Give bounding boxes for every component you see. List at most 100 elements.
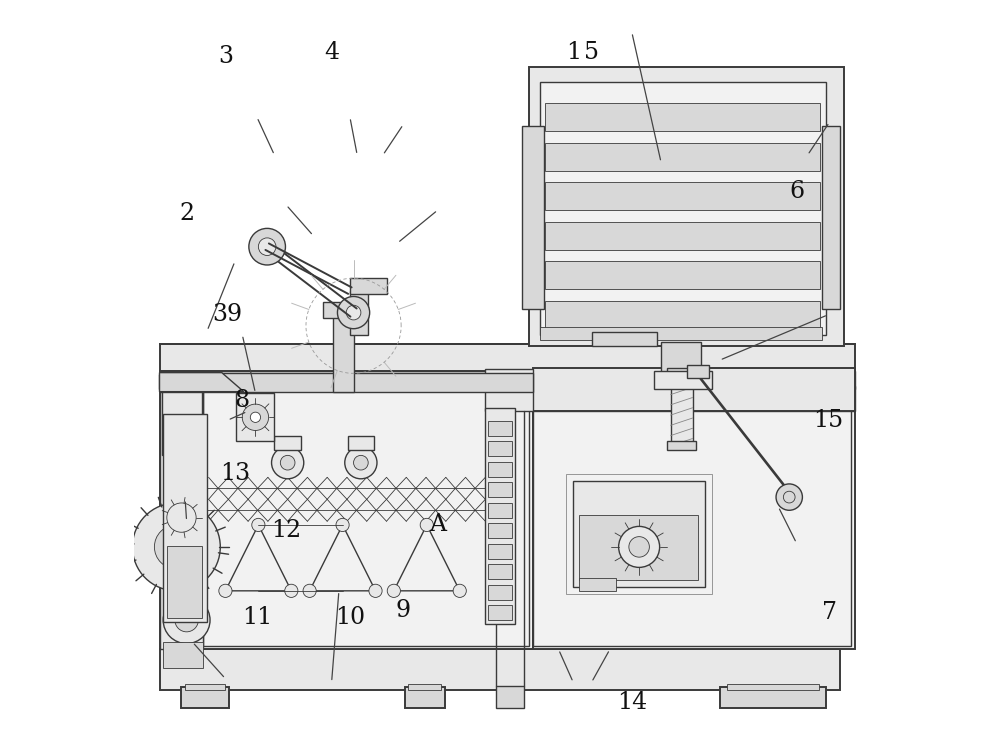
Bar	[160, 344, 855, 375]
Circle shape	[249, 229, 285, 265]
Circle shape	[132, 503, 220, 591]
Circle shape	[280, 456, 295, 470]
Circle shape	[346, 305, 361, 320]
Circle shape	[175, 609, 198, 632]
Bar	[579, 578, 616, 591]
Circle shape	[219, 584, 232, 598]
Text: 11: 11	[242, 606, 272, 629]
Bar	[160, 371, 203, 650]
Bar	[522, 126, 544, 309]
Bar	[163, 414, 207, 623]
Bar	[408, 684, 441, 689]
Bar	[540, 82, 826, 334]
Bar	[545, 103, 820, 131]
Bar	[529, 68, 844, 345]
Bar	[488, 606, 512, 620]
Bar	[661, 342, 701, 375]
Polygon shape	[160, 373, 244, 392]
Bar	[822, 126, 840, 309]
Circle shape	[337, 296, 370, 329]
Bar	[671, 371, 693, 448]
Bar	[579, 515, 698, 580]
Bar	[566, 473, 712, 595]
Bar	[488, 462, 512, 476]
Bar	[540, 327, 822, 340]
Polygon shape	[160, 375, 236, 390]
Bar	[348, 437, 374, 450]
Text: 14: 14	[617, 692, 647, 714]
Bar	[162, 390, 202, 456]
Text: 3: 3	[218, 45, 233, 68]
Bar	[488, 421, 512, 436]
Bar	[545, 182, 820, 210]
Bar	[350, 278, 387, 294]
Bar	[160, 373, 533, 392]
Circle shape	[453, 584, 466, 598]
Bar	[203, 375, 529, 646]
Bar	[488, 482, 512, 497]
Bar	[545, 262, 820, 289]
Bar	[533, 371, 855, 390]
Bar	[667, 441, 696, 450]
Bar	[545, 143, 820, 171]
Text: A: A	[429, 514, 446, 537]
Bar	[488, 585, 512, 600]
Bar	[163, 371, 529, 390]
Circle shape	[783, 491, 795, 503]
Bar	[488, 503, 512, 517]
Text: 1: 1	[566, 41, 581, 64]
Bar	[545, 301, 820, 329]
Text: 6: 6	[789, 180, 804, 204]
Circle shape	[387, 584, 400, 598]
Text: 15: 15	[813, 409, 843, 431]
Circle shape	[336, 518, 349, 531]
Circle shape	[354, 456, 368, 470]
Text: 4: 4	[324, 41, 339, 64]
Bar	[654, 371, 712, 390]
Text: 9: 9	[396, 599, 411, 622]
Circle shape	[242, 404, 269, 431]
Bar	[533, 375, 851, 646]
Text: 13: 13	[220, 462, 250, 485]
Bar	[350, 290, 368, 334]
Bar	[592, 332, 657, 345]
Circle shape	[154, 525, 198, 569]
Bar	[488, 544, 512, 559]
Circle shape	[369, 584, 382, 598]
Circle shape	[776, 484, 802, 510]
Bar	[488, 442, 512, 456]
Bar	[667, 368, 696, 376]
Bar	[533, 368, 855, 412]
Circle shape	[272, 447, 304, 478]
Text: 7: 7	[822, 601, 837, 624]
Bar	[323, 301, 365, 318]
Bar	[405, 687, 445, 708]
Circle shape	[167, 503, 196, 532]
Text: 39: 39	[213, 304, 243, 326]
Circle shape	[252, 518, 265, 531]
Circle shape	[619, 526, 660, 567]
Bar	[185, 684, 225, 689]
Circle shape	[420, 518, 433, 531]
Circle shape	[345, 447, 377, 478]
Circle shape	[250, 412, 261, 423]
Bar	[181, 687, 229, 708]
Bar	[533, 371, 855, 650]
Text: 8: 8	[235, 389, 250, 412]
Bar	[236, 393, 274, 441]
Bar	[727, 684, 819, 689]
Text: 2: 2	[179, 202, 194, 225]
Bar	[167, 546, 202, 618]
Bar	[720, 687, 826, 708]
Bar	[160, 371, 533, 650]
Bar	[488, 564, 512, 579]
Bar	[160, 650, 840, 689]
Bar	[687, 365, 709, 379]
Text: 12: 12	[271, 519, 301, 542]
Circle shape	[285, 584, 298, 598]
Bar	[573, 481, 705, 587]
Circle shape	[629, 537, 649, 557]
Bar	[485, 369, 533, 412]
Circle shape	[258, 238, 276, 256]
Bar	[496, 686, 524, 708]
